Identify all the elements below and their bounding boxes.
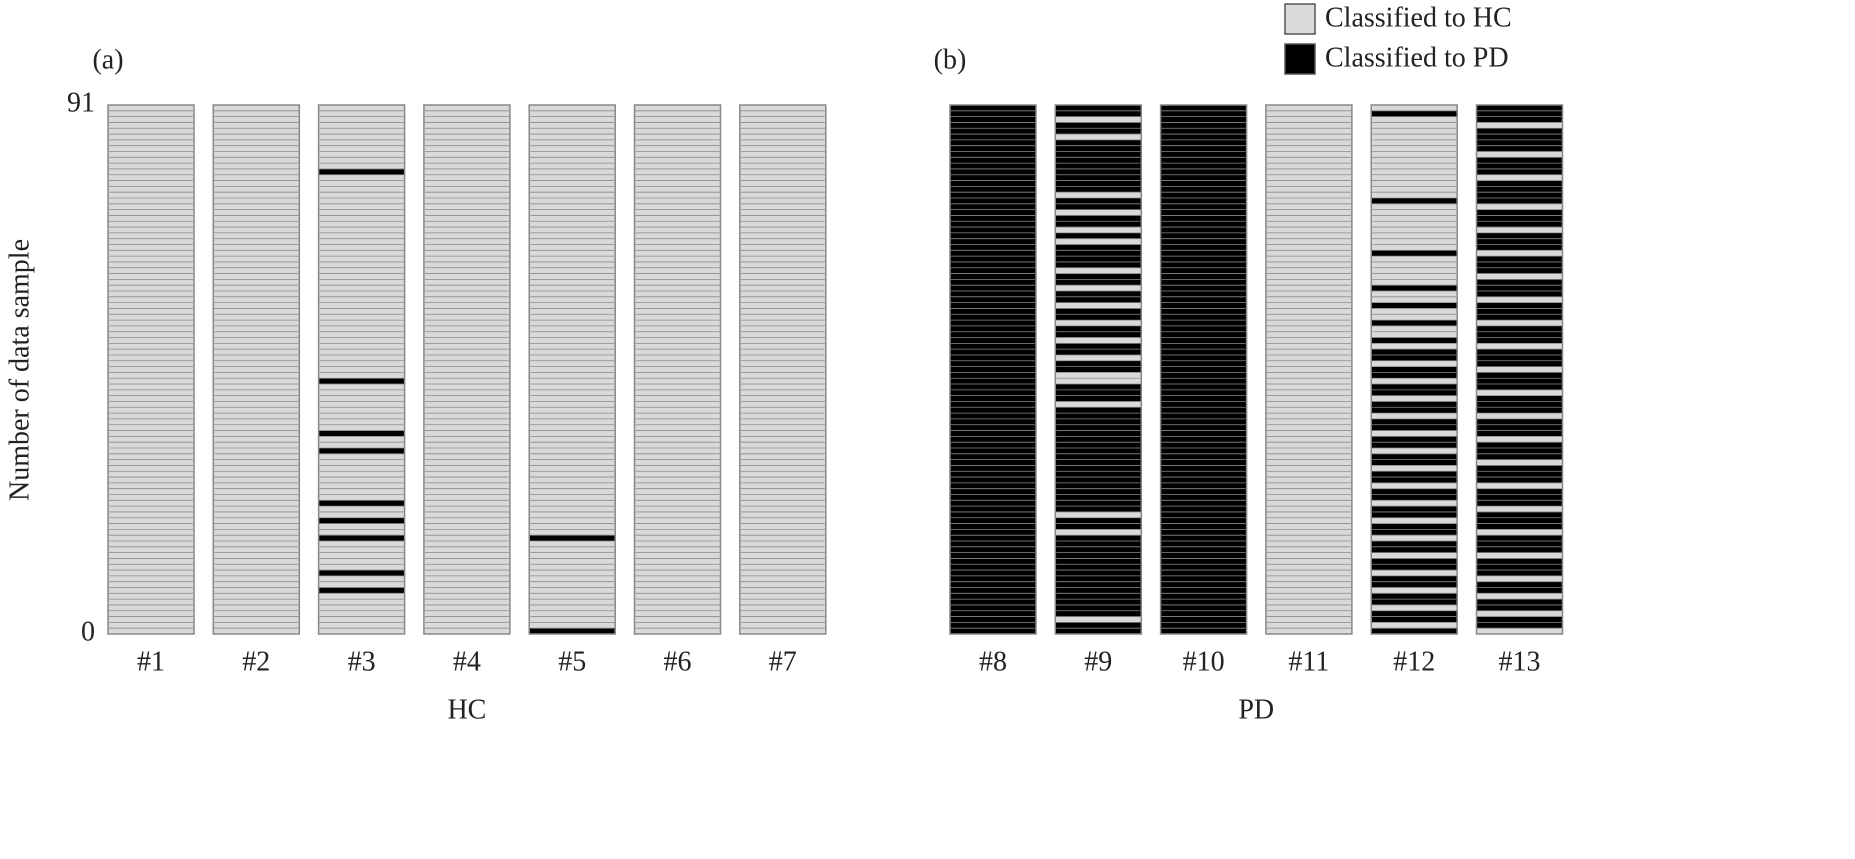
pd-run: [1476, 279, 1563, 297]
x-tick-label: #12: [1393, 646, 1435, 677]
pd-run: [318, 535, 405, 541]
x-tick-label: #5: [558, 646, 586, 677]
x-tick-label: #7: [769, 646, 797, 677]
pd-run: [1476, 302, 1563, 321]
column-border: [1370, 104, 1458, 635]
pd-run: [529, 535, 616, 541]
pd-run: [318, 587, 405, 594]
pd-run: [950, 105, 1036, 634]
column-border: [949, 104, 1037, 635]
pd-run: [1055, 232, 1142, 239]
pd-run: [1476, 105, 1563, 123]
subject-column: [634, 105, 721, 634]
pd-run: [318, 378, 405, 385]
pd-run: [318, 430, 405, 437]
column-border: [1159, 104, 1248, 635]
pd-run: [529, 628, 616, 634]
legend-swatch: [1284, 3, 1316, 35]
y-axis-label: Number of data sample: [4, 239, 35, 501]
pd-run: [1476, 349, 1563, 367]
pd-run: [1476, 488, 1563, 507]
x-tick-label: #8: [979, 646, 1007, 677]
pd-run: [1371, 285, 1458, 292]
column-border: [107, 104, 195, 635]
x-tick-label: #1: [137, 646, 165, 677]
pd-run: [1476, 465, 1563, 483]
pd-run: [318, 500, 405, 507]
legend-swatch: [1284, 43, 1316, 75]
pd-run: [1476, 511, 1563, 530]
legend-label: Classified to PD: [1325, 42, 1509, 73]
pd-run: [1476, 558, 1563, 576]
column-border: [423, 104, 511, 635]
column-border: [633, 104, 722, 635]
pd-run: [1371, 198, 1458, 204]
pd-run: [1476, 372, 1563, 390]
x-tick-label: #3: [348, 646, 376, 677]
pd-run: [1055, 139, 1142, 193]
pd-run: [318, 447, 405, 454]
pd-run: [1476, 442, 1563, 460]
pd-run: [1476, 157, 1563, 175]
group-label: HC: [447, 694, 486, 725]
pd-run: [1371, 320, 1458, 326]
pd-run: [1476, 209, 1563, 228]
subject-column: [529, 105, 616, 634]
pd-run: [1371, 628, 1458, 634]
column-border: [1054, 104, 1143, 635]
column-border: [528, 104, 616, 635]
subject-column: [213, 105, 300, 634]
legend-label: Classified to HC: [1325, 2, 1512, 33]
pd-run: [1371, 302, 1458, 309]
column-border: [1265, 104, 1353, 635]
column-border: [317, 104, 406, 635]
pd-run: [1371, 110, 1458, 117]
panel-label: (a): [92, 44, 123, 75]
pd-run: [1055, 384, 1142, 402]
pd-run: [318, 517, 405, 524]
subject-column: [423, 105, 510, 634]
pd-run: [318, 168, 405, 175]
pd-run: [1476, 418, 1563, 437]
subject-column: [318, 105, 405, 634]
y-tick-label: 0: [81, 616, 95, 647]
pd-run: [1476, 232, 1563, 251]
x-tick-label: #10: [1183, 646, 1225, 677]
pd-run: [1160, 105, 1247, 634]
pd-run: [1371, 337, 1458, 344]
x-tick-label: #4: [453, 646, 481, 677]
pd-run: [1476, 395, 1563, 414]
column-border: [212, 104, 301, 635]
group-label: PD: [1238, 694, 1274, 725]
column-border: [1475, 104, 1564, 635]
panel-label: (b): [934, 44, 967, 75]
pd-run: [1476, 325, 1563, 344]
subject-column: [108, 105, 194, 634]
x-tick-label: #6: [664, 646, 692, 677]
x-tick-label: #9: [1084, 646, 1112, 677]
x-tick-label: #2: [242, 646, 270, 677]
subject-column: [739, 105, 826, 634]
pd-run: [318, 570, 405, 576]
y-tick-label: 91: [67, 87, 95, 118]
pd-run: [1476, 535, 1563, 553]
subject-column: [1265, 105, 1352, 634]
column-border: [739, 104, 827, 635]
x-tick-label: #11: [1288, 646, 1329, 677]
pd-run: [1371, 250, 1458, 257]
pd-run: [1476, 256, 1563, 274]
x-tick-label: #13: [1499, 646, 1541, 677]
